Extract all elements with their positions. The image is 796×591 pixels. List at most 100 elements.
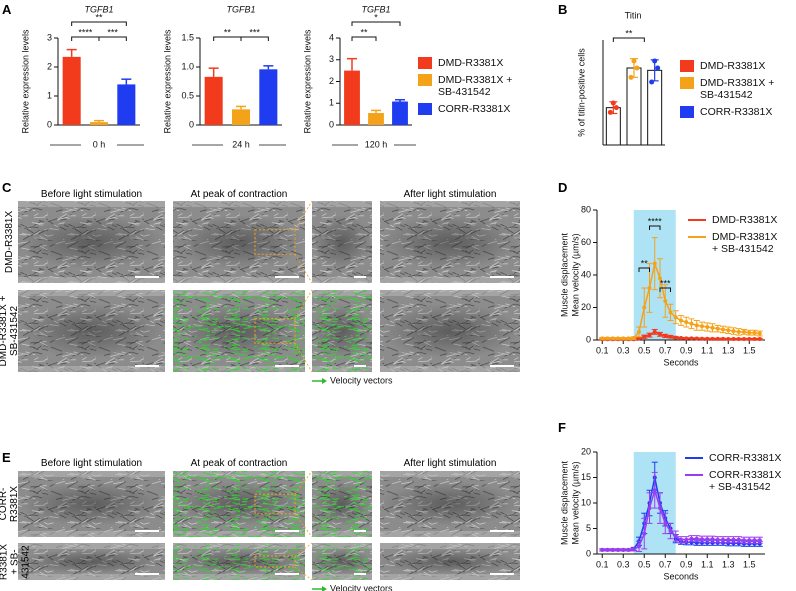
pillar-strip [18,543,165,549]
data-point [642,334,647,339]
x-tick-label: 1.1 [701,559,714,569]
y-tick-label: 20 [581,302,591,312]
pillar-strip [18,471,165,477]
velocity-legend: Velocity vectors [330,583,393,591]
data-point [600,547,605,552]
y-tick-label: 80 [581,204,591,214]
y-axis-label: % of titin-positive cells [576,48,586,137]
data-point [736,329,741,334]
legend-line [688,219,706,221]
y-tick-label: 2 [329,76,334,86]
micrograph-shade [18,549,165,574]
data-point [605,547,610,552]
legend-swatch [680,77,694,89]
data-point [684,336,689,341]
data-point [621,547,626,552]
data-point [673,534,678,539]
column-header: Before light stimulation [40,189,143,200]
data-point [610,100,616,106]
significance-label: ** [360,27,368,37]
data-point [642,305,647,310]
row-label: CORR-R3381X [0,485,20,523]
legend: DMD-R3381X DMD-R3381X + SB-431542 CORR-R33… [418,57,530,120]
data-point [610,547,615,552]
significance-bracket [71,36,100,41]
y-axis-label: Muscle displacement [559,460,569,545]
x-axis-label: 0 h [93,139,106,149]
data-point [757,337,762,342]
data-point [700,336,704,341]
data-point [731,537,736,542]
data-point [658,276,662,281]
significance-bracket [659,287,671,292]
velocity-overlay [173,471,305,537]
data-point [710,336,715,341]
x-tick-label: 0.7 [659,345,672,355]
significance-label: * [374,12,378,22]
y-tick-label: 0 [189,119,194,129]
zoom-guide [294,254,313,284]
significance-label: *** [660,278,671,288]
data-point [752,330,757,335]
row-label: CORR-R3381X + SB-431542 [0,543,31,580]
row-label: DMD-R3381X + SB-431542 [0,296,20,367]
y-tick-label: 1.5 [181,32,194,42]
chart-title: TGFB1 [84,4,113,14]
zoom-box [254,493,296,515]
chart-title: Titin [625,10,642,20]
significance-label: **** [78,27,93,37]
data-point [631,336,636,341]
significance-bracket [351,21,401,26]
panel-letter: B [558,2,568,17]
legend: CORR-R3381X CORR-R3381X + SB-431542 [685,452,796,498]
data-point [637,329,641,334]
data-point [742,329,746,334]
y-tick-label: 1.0 [181,61,194,71]
series-line [602,260,760,340]
y-tick-label: 2 [47,61,52,71]
data-point [742,337,746,342]
legend-label: CORR-R3381X [700,106,773,118]
pillar-strip [380,471,520,477]
data-point [736,537,741,542]
data-point [689,321,694,326]
bar [204,76,223,125]
data-point [705,537,710,542]
legend-label: DMD-R3381X [712,214,778,226]
data-point [689,536,694,541]
micrograph-shade [380,482,520,526]
y-tick-label: 3 [329,54,334,64]
data-point [679,318,683,323]
pillar-strip [380,277,520,283]
data-point [752,538,757,543]
significance-label: ** [641,258,649,268]
legend-label: DMD-R3381X [438,57,504,69]
y-tick-label: 0 [586,548,591,558]
x-tick-label: 1.3 [722,345,735,355]
bar [62,56,81,125]
data-point [710,325,715,330]
micrograph-shade [380,549,520,574]
y-tick-label: 1 [329,98,334,108]
y-tick-label: 20 [581,446,591,456]
legend-label: CORR-R3381X + SB-431542 [709,469,782,493]
column-header: At peak of contraction [190,458,288,469]
data-point [607,109,613,115]
data-point [668,310,673,315]
data-point [668,334,673,339]
zoom-box [254,318,296,344]
y-tick-label: 0 [586,334,591,344]
pillar-strip [18,366,165,372]
pillar-strip [380,366,520,372]
data-point [637,544,641,549]
data-point [626,336,631,341]
y-tick-label: 0.5 [181,90,194,100]
x-tick-label: 0.5 [638,345,651,355]
significance-label: ** [224,27,232,37]
data-point [679,336,683,341]
micrograph-shade [18,303,165,359]
y-tick-label: 0 [47,119,52,129]
y-tick-label: 0 [329,119,334,129]
data-point [652,329,657,334]
zoom-guide [294,343,313,373]
